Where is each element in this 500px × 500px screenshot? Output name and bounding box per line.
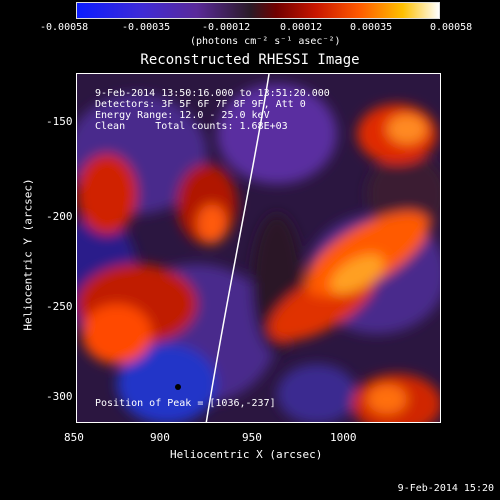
colorbar-tick: 0.00012 xyxy=(280,22,323,33)
rhessi-image-canvas xyxy=(77,74,440,422)
x-tick: 850 xyxy=(64,431,84,444)
info-energy-range: Energy Range: 12.0 - 25.0 keV xyxy=(95,110,270,121)
x-tick: 900 xyxy=(150,431,170,444)
y-tick: -300 xyxy=(46,390,73,403)
info-time-range: 9-Feb-2014 13:50:16.000 to 13:51:20.000 xyxy=(95,88,330,99)
y-tick: -200 xyxy=(46,210,73,223)
colorbar-tick: 0.00035 xyxy=(350,22,393,33)
colorbar-tick: -0.00035 xyxy=(122,22,171,33)
colorbar xyxy=(76,2,440,19)
image-title: Reconstructed RHESSI Image xyxy=(140,52,360,68)
y-axis-label: Heliocentric Y (arcsec) xyxy=(21,178,35,331)
x-axis-label: Heliocentric X (arcsec) xyxy=(170,448,323,461)
colorbar-tick: -0.00058 xyxy=(40,22,89,33)
colorbar-tick: 0.00058 xyxy=(430,22,473,33)
info-detectors: Detectors: 3F 5F 6F 7F 8F 9F, Att 0 xyxy=(95,99,306,110)
y-tick: -150 xyxy=(46,115,73,128)
x-tick: 1000 xyxy=(330,431,357,444)
peak-position-label: Position of Peak = [1036,-237] xyxy=(95,398,276,409)
colorbar-tick: -0.00012 xyxy=(202,22,251,33)
rhessi-image xyxy=(76,73,441,423)
x-tick: 950 xyxy=(242,431,262,444)
info-total-counts: Clean Total counts: 1.68E+03 xyxy=(95,121,288,132)
y-tick: -250 xyxy=(46,300,73,313)
colorbar-unit-label: (photons cm⁻² s⁻¹ asec⁻²) xyxy=(190,36,341,47)
timestamp-footer: 9-Feb-2014 15:20 xyxy=(397,483,494,494)
